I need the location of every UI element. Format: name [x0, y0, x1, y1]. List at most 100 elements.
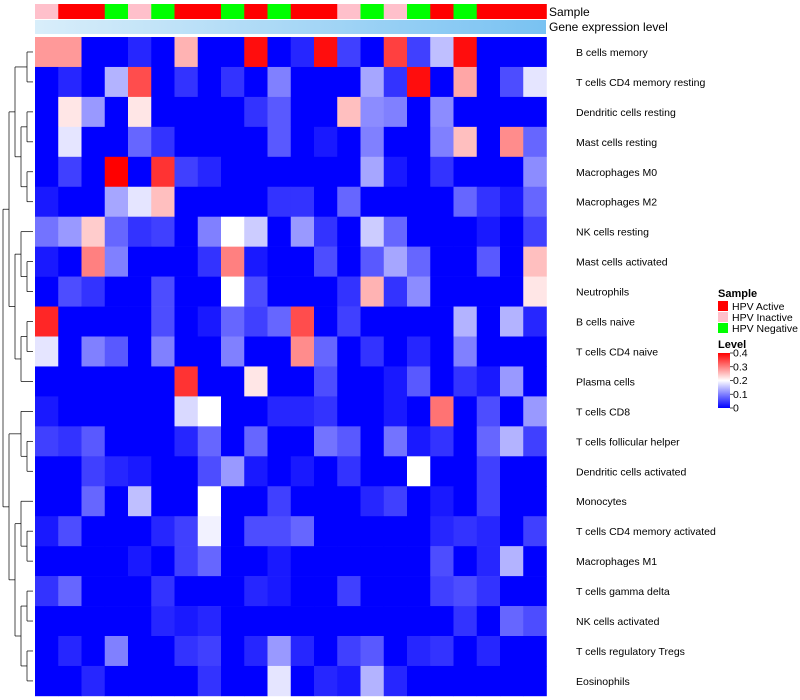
heatmap-cell — [383, 37, 408, 68]
heatmap-cell — [267, 37, 292, 68]
heatmap-cell — [500, 576, 524, 607]
heatmap-cell — [221, 276, 245, 307]
heatmap-cell — [267, 186, 292, 217]
heatmap-cell — [104, 576, 129, 607]
heatmap-cell — [314, 366, 338, 397]
heatmap-cell — [430, 546, 454, 577]
row-label: B cells naive — [576, 317, 635, 329]
heatmap-cell — [104, 336, 129, 367]
heatmap-cell — [407, 516, 431, 547]
heatmap-cell — [197, 216, 222, 247]
heatmap-cell — [523, 486, 547, 517]
heatmap-cell — [128, 546, 152, 577]
heatmap-cell — [476, 216, 501, 247]
heatmap-cell — [104, 276, 129, 307]
heatmap-cell — [104, 186, 129, 217]
sample-legend-title: Sample — [718, 288, 757, 300]
heatmap-cell — [197, 426, 222, 457]
heatmap-cell — [523, 37, 547, 68]
sample-cell — [221, 4, 245, 19]
heatmap-cell — [337, 306, 361, 337]
row-label: T cells CD4 naive — [576, 346, 658, 358]
heatmap-cell — [383, 96, 408, 128]
heatmap-cell — [407, 486, 431, 517]
heatmap-cell — [35, 636, 59, 667]
heatmap-cell — [81, 246, 106, 277]
heatmap-cell — [58, 426, 82, 457]
row-labels: B cells memory T cells CD4 memory resting… — [576, 47, 716, 688]
heatmap-cell — [383, 516, 408, 547]
heatmap-cell — [104, 426, 129, 457]
heatmap-cell — [81, 126, 106, 158]
heatmap-cell — [221, 576, 245, 607]
heatmap-cell — [290, 546, 315, 577]
sample-cell — [104, 4, 129, 19]
heatmap-cell — [476, 156, 501, 188]
heatmap-cell — [35, 426, 59, 457]
heatmap-cell — [151, 486, 175, 517]
heatmap-cell — [221, 665, 245, 697]
heatmap-cell — [174, 396, 199, 427]
sample-cell — [430, 4, 454, 19]
heatmap-cell — [476, 396, 501, 427]
heatmap-cell — [58, 606, 82, 637]
heatmap-cell — [476, 606, 501, 637]
heatmap-cell — [500, 426, 524, 457]
heatmap-cell — [81, 665, 106, 697]
heatmap-cell — [453, 456, 478, 487]
heatmap-cell — [290, 576, 315, 607]
heatmap-cell — [383, 606, 408, 637]
row-label: T cells CD8 — [576, 406, 630, 418]
heatmap-cell — [151, 576, 175, 607]
heatmap-cell — [221, 366, 245, 397]
heatmap-cell — [383, 665, 408, 697]
heatmap-cell — [523, 276, 547, 307]
heatmap-cell — [360, 636, 385, 667]
heatmap-cell — [81, 306, 106, 337]
heatmap-cell — [35, 546, 59, 577]
heatmap-cell — [430, 216, 454, 247]
heatmap-cell — [244, 396, 268, 427]
heatmap-cell — [128, 37, 152, 68]
heatmap-cell — [35, 396, 59, 427]
heatmap-cell — [453, 96, 478, 128]
heatmap-cell — [523, 426, 547, 457]
heatmap-cell — [430, 126, 454, 158]
heatmap-cell — [197, 37, 222, 68]
heatmap-cell — [383, 336, 408, 367]
heatmap-cell — [174, 336, 199, 367]
heatmap-cell — [58, 336, 82, 367]
heatmap-cell — [360, 426, 385, 457]
heatmap-cell — [500, 156, 524, 188]
heatmap-cell — [244, 156, 268, 188]
heatmap-cell — [476, 456, 501, 487]
heatmap-cell — [476, 546, 501, 577]
heatmap-cell — [81, 216, 106, 247]
heatmap-cell — [174, 96, 199, 128]
heatmap-cell — [244, 276, 268, 307]
heatmap-cell — [360, 246, 385, 277]
heatmap-cell — [500, 126, 524, 158]
heatmap-cell — [174, 546, 199, 577]
heatmap-cell — [128, 336, 152, 367]
heatmap-cell — [174, 216, 199, 247]
heatmap-cell — [360, 396, 385, 427]
heatmap-cell — [290, 276, 315, 307]
heatmap-cell — [221, 156, 245, 188]
heatmap-cell — [314, 216, 338, 247]
heatmap-cell — [430, 396, 454, 427]
heatmap-cell — [174, 366, 199, 397]
heatmap-cell — [290, 396, 315, 427]
heatmap-cell — [383, 456, 408, 487]
heatmap-cell — [58, 96, 82, 128]
heatmap-cell — [407, 546, 431, 577]
heatmap-cell — [407, 636, 431, 667]
heatmap-cell — [35, 456, 59, 487]
heatmap-cell — [35, 516, 59, 547]
heatmap-cell — [383, 186, 408, 217]
heatmap-cell — [407, 186, 431, 217]
heatmap-cell — [221, 216, 245, 247]
level-tick-label: 0.3 — [733, 361, 748, 373]
heatmap-cell — [500, 186, 524, 217]
heatmap-cell — [500, 636, 524, 667]
